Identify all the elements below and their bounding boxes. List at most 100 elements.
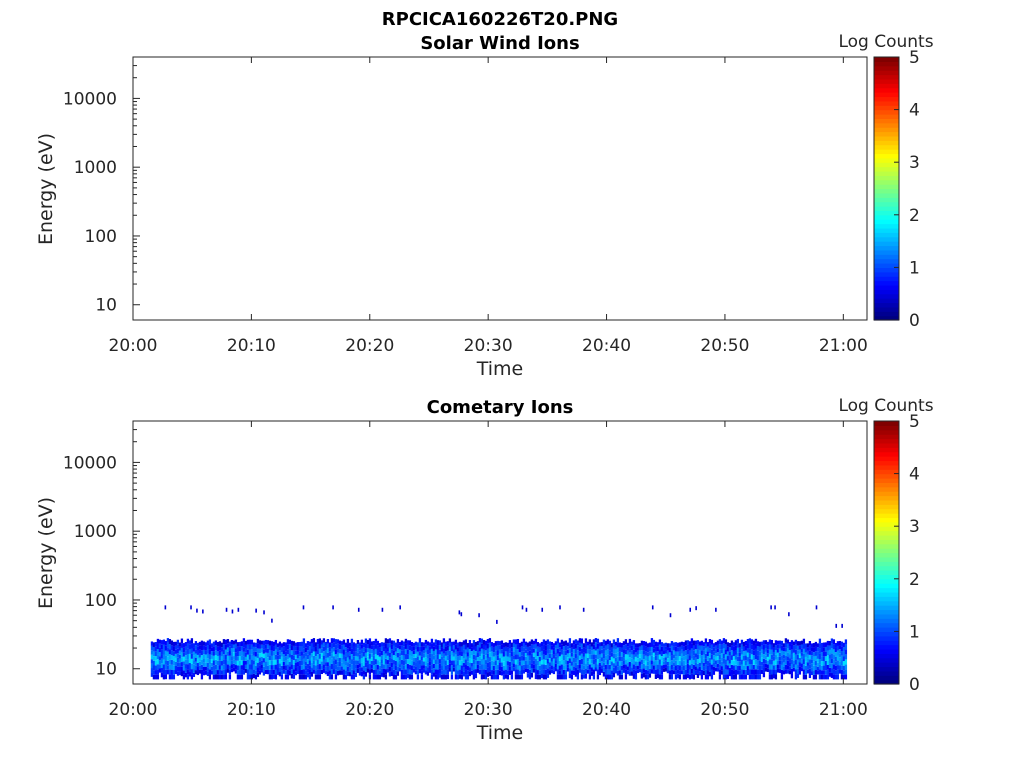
heatmap-cell [258,653,262,658]
heatmap-cell [586,649,590,654]
heatmap-cell [398,660,402,665]
heatmap-cell [710,669,714,675]
heatmap-cell [538,674,542,680]
heatmap-cell [532,660,536,665]
heatmap-cell [760,665,764,670]
heatmap-cell [606,644,610,650]
heatmap-point [715,607,717,612]
heatmap-cell [700,650,704,656]
heatmap-cell [706,642,710,647]
heatmap-cell [150,663,154,669]
heatmap-cell [392,655,396,661]
heatmap-cell [378,656,382,662]
heatmap-cell [302,653,306,659]
heatmap-cell [666,661,670,666]
x-tick: 20:40 [582,57,631,356]
heatmap-cell [234,665,238,670]
heatmap-cell [704,643,708,649]
heatmap-cell [822,656,826,661]
heatmap-cell [786,665,790,670]
heatmap-cell [726,669,730,675]
heatmap-cell [788,641,792,646]
heatmap-cell [444,651,448,656]
heatmap-cell [234,660,238,666]
heatmap-cell [662,664,666,669]
heatmap-cell [524,645,528,650]
heatmap-cell [198,649,202,654]
heatmap-cell [306,663,310,669]
heatmap-cell [642,650,646,655]
heatmap-cell [432,646,436,651]
heatmap-cell [514,674,518,680]
heatmap-cell [642,663,646,669]
heatmap-cell [808,659,812,665]
heatmap-cell [782,647,786,652]
heatmap-cell [670,674,674,680]
heatmap-cell [512,667,516,672]
heatmap-cell [724,659,728,665]
heatmap-cell [610,670,614,675]
heatmap-cell [812,647,816,653]
heatmap-cell [476,641,480,646]
heatmap-cell [744,674,748,680]
heatmap-cell [776,640,780,645]
heatmap-cell [178,662,182,667]
colorbar-swatch [874,539,899,545]
heatmap-cell [548,649,552,654]
heatmap-cell [446,655,450,661]
heatmap-cell [344,651,348,657]
heatmap-cell [678,665,682,671]
colorbar-swatch [874,258,899,264]
heatmap-cell [840,674,844,680]
heatmap-cell [444,674,448,680]
heatmap-cell [322,655,326,660]
heatmap-cell [354,672,358,678]
heatmap-cell [158,668,162,673]
heatmap-cell [582,647,586,653]
heatmap-cell [272,655,276,661]
heatmap-cell [424,639,428,645]
heatmap-cell [554,667,558,672]
heatmap-cell [234,652,238,657]
heatmap-cell [686,654,690,660]
heatmap-cell [316,654,320,660]
heatmap-cell [532,664,536,669]
colorbar-swatch [874,605,899,611]
heatmap-cell [770,644,774,650]
heatmap-cell [756,646,760,651]
heatmap-cell [600,645,604,650]
heatmap-cell [688,645,692,651]
heatmap-cell [294,671,298,676]
heatmap-cell [338,640,342,645]
heatmap-cell [526,642,530,647]
heatmap-cell [488,647,492,653]
heatmap-cell [732,646,736,652]
heatmap-cell [688,650,692,656]
heatmap-cell [552,658,556,663]
heatmap-cell [802,643,806,649]
heatmap-cell [500,644,504,650]
heatmap-cell [160,640,164,645]
heatmap-cell [382,646,386,652]
heatmap-cell [332,642,336,648]
heatmap-cell [324,670,328,675]
colorbar-swatch [874,83,899,89]
heatmap-cell [816,670,820,675]
heatmap-cell [626,654,630,659]
heatmap-cell [450,665,454,670]
heatmap-cell [596,638,600,644]
heatmap-cell [288,644,292,649]
colorbar-swatch [874,298,899,304]
heatmap-cell [674,656,678,661]
heatmap-cell [394,651,398,657]
colorbar-tick-label: 2 [909,570,920,590]
heatmap-cell [250,649,254,655]
heatmap-cell [310,643,314,649]
heatmap-cell [200,664,204,670]
heatmap-cell [770,674,774,680]
colorbar-tick-label: 5 [909,48,920,68]
heatmap-cell [164,660,168,665]
heatmap-cell [686,659,690,664]
heatmap-cell [288,670,292,676]
heatmap-cell [708,666,712,672]
